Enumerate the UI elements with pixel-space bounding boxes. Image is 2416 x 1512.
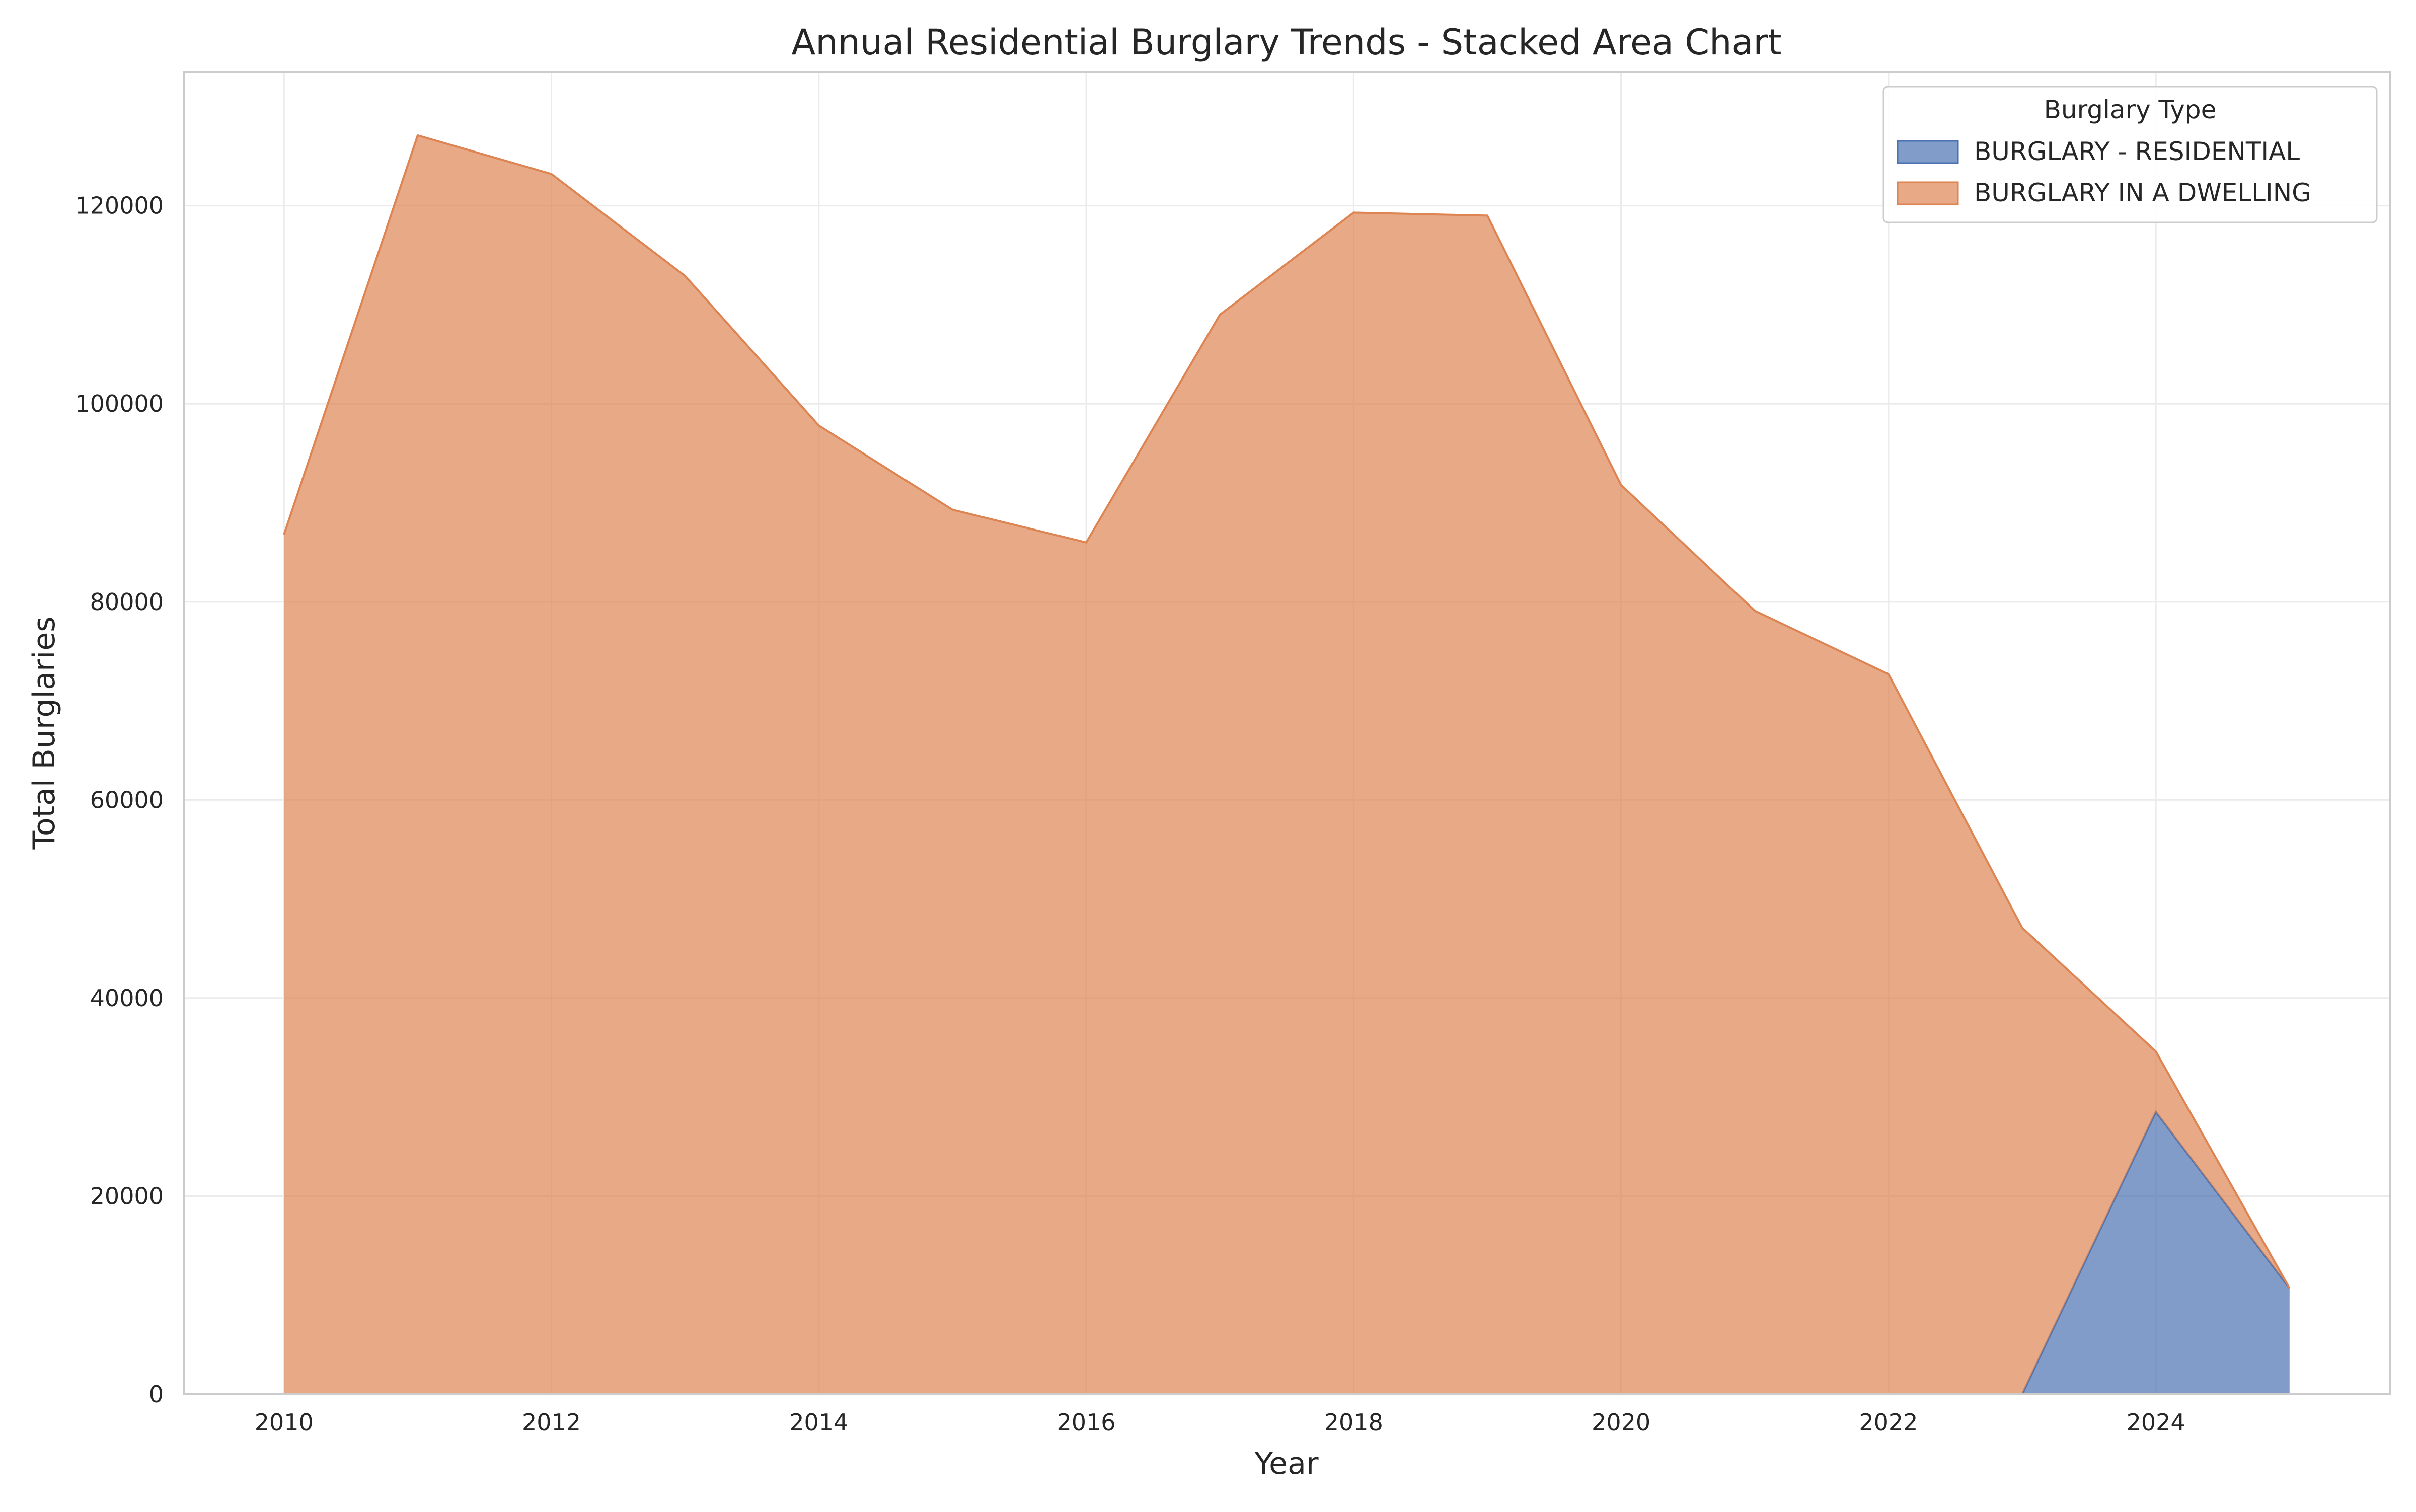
x-tick-label: 2016 (1057, 1409, 1116, 1436)
legend: Burglary Type BURGLARY - RESIDENTIAL BURG… (1882, 86, 2378, 223)
legend-label: BURGLARY - RESIDENTIAL (1974, 137, 2300, 166)
area-series-1 (284, 1112, 2290, 1394)
chart-title: Annual Residential Burglary Trends - Sta… (791, 22, 1781, 63)
legend-frame (1882, 86, 2378, 223)
y-tick-label: 60000 (90, 786, 164, 813)
legend-title: Burglary Type (2044, 95, 2217, 124)
legend-label: BURGLARY IN A DWELLING (1974, 178, 2311, 207)
y-tick-label: 120000 (75, 192, 164, 219)
y-tick-label: 80000 (90, 588, 164, 616)
area-series-2-edge (283, 134, 2291, 1289)
y-tick-label: 100000 (75, 390, 164, 417)
y-tick-label: 0 (149, 1381, 164, 1408)
x-tick-label: 2012 (522, 1409, 581, 1436)
legend-swatch (1897, 140, 1959, 164)
x-tick-label: 2014 (789, 1409, 848, 1436)
x-tick-label: 2024 (2127, 1409, 2185, 1436)
x-tick-label: 2022 (1859, 1409, 1918, 1436)
y-axis-label: Total Burglaries (27, 616, 62, 850)
x-axis-label: Year (1254, 1446, 1318, 1481)
y-tick-label: 40000 (90, 985, 164, 1012)
legend-swatch (1897, 181, 1959, 205)
x-tick-label: 2010 (255, 1409, 314, 1436)
x-tick-label: 2020 (1592, 1409, 1650, 1436)
x-tick-label: 2018 (1324, 1409, 1383, 1436)
y-tick-label: 20000 (90, 1182, 164, 1209)
plot-frame (183, 71, 2391, 1395)
area-series-2 (284, 135, 2290, 1395)
